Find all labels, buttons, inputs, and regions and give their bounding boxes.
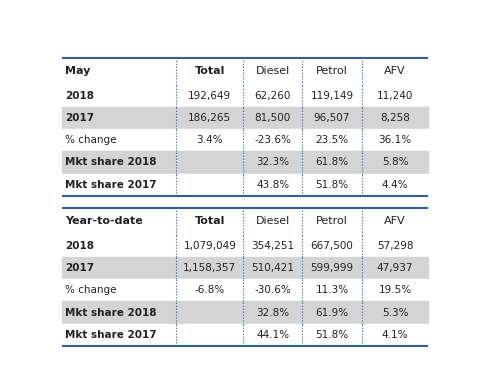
Text: 4.4%: 4.4% bbox=[382, 180, 408, 190]
Text: 2017: 2017 bbox=[65, 113, 95, 123]
Text: 4.1%: 4.1% bbox=[382, 330, 408, 340]
Text: 51.8%: 51.8% bbox=[315, 180, 348, 190]
Text: -23.6%: -23.6% bbox=[254, 135, 291, 145]
Text: Total: Total bbox=[195, 66, 225, 76]
Bar bbox=[62, 107, 428, 129]
Bar bbox=[62, 129, 428, 151]
Text: % change: % change bbox=[65, 285, 117, 296]
Bar bbox=[62, 279, 428, 301]
Text: 57,298: 57,298 bbox=[377, 241, 413, 251]
Text: 44.1%: 44.1% bbox=[256, 330, 289, 340]
Text: 599,999: 599,999 bbox=[311, 263, 354, 273]
Bar bbox=[62, 151, 428, 174]
Text: 23.5%: 23.5% bbox=[315, 135, 348, 145]
Text: % change: % change bbox=[65, 135, 117, 145]
Text: Mkt share 2017: Mkt share 2017 bbox=[65, 330, 157, 340]
Text: Mkt share 2018: Mkt share 2018 bbox=[65, 308, 157, 318]
Text: 1,158,357: 1,158,357 bbox=[183, 263, 236, 273]
Bar bbox=[62, 257, 428, 279]
Text: 11,240: 11,240 bbox=[377, 91, 413, 101]
Text: May: May bbox=[65, 66, 91, 76]
Text: 81,500: 81,500 bbox=[255, 113, 291, 123]
Text: Mkt share 2017: Mkt share 2017 bbox=[65, 180, 157, 190]
Text: 43.8%: 43.8% bbox=[256, 180, 289, 190]
Text: 96,507: 96,507 bbox=[314, 113, 350, 123]
Text: AFV: AFV bbox=[384, 216, 406, 226]
Text: AFV: AFV bbox=[384, 66, 406, 76]
Text: 11.3%: 11.3% bbox=[315, 285, 348, 296]
Text: Petrol: Petrol bbox=[316, 66, 348, 76]
Text: 2017: 2017 bbox=[65, 263, 95, 273]
Bar bbox=[62, 301, 428, 324]
Text: Mkt share 2018: Mkt share 2018 bbox=[65, 158, 157, 167]
Text: 5.3%: 5.3% bbox=[382, 308, 408, 318]
Text: 192,649: 192,649 bbox=[188, 91, 231, 101]
Bar bbox=[62, 208, 428, 235]
Text: Diesel: Diesel bbox=[256, 216, 290, 226]
Bar bbox=[62, 174, 428, 196]
Text: -6.8%: -6.8% bbox=[195, 285, 225, 296]
Text: 8,258: 8,258 bbox=[380, 113, 410, 123]
Text: 51.8%: 51.8% bbox=[315, 330, 348, 340]
Text: 5.8%: 5.8% bbox=[382, 158, 408, 167]
Bar bbox=[62, 324, 428, 346]
Text: 667,500: 667,500 bbox=[311, 241, 353, 251]
Text: Petrol: Petrol bbox=[316, 216, 348, 226]
Bar bbox=[62, 235, 428, 257]
Text: 2018: 2018 bbox=[65, 241, 94, 251]
Text: 19.5%: 19.5% bbox=[379, 285, 412, 296]
Text: 3.4%: 3.4% bbox=[196, 135, 223, 145]
Text: 354,251: 354,251 bbox=[251, 241, 294, 251]
Text: 32.3%: 32.3% bbox=[256, 158, 289, 167]
Text: 61.9%: 61.9% bbox=[315, 308, 348, 318]
Text: 510,421: 510,421 bbox=[251, 263, 294, 273]
Text: 2018: 2018 bbox=[65, 91, 94, 101]
Text: Year-to-date: Year-to-date bbox=[65, 216, 143, 226]
Bar bbox=[62, 85, 428, 107]
Text: 61.8%: 61.8% bbox=[315, 158, 348, 167]
Text: 32.8%: 32.8% bbox=[256, 308, 289, 318]
Text: Diesel: Diesel bbox=[256, 66, 290, 76]
Text: 47,937: 47,937 bbox=[377, 263, 413, 273]
Text: -30.6%: -30.6% bbox=[254, 285, 291, 296]
Text: 62,260: 62,260 bbox=[255, 91, 291, 101]
Text: Total: Total bbox=[195, 216, 225, 226]
Text: 36.1%: 36.1% bbox=[379, 135, 412, 145]
Text: 119,149: 119,149 bbox=[311, 91, 354, 101]
Bar bbox=[62, 58, 428, 85]
Text: 186,265: 186,265 bbox=[188, 113, 231, 123]
Text: 1,079,049: 1,079,049 bbox=[184, 241, 236, 251]
